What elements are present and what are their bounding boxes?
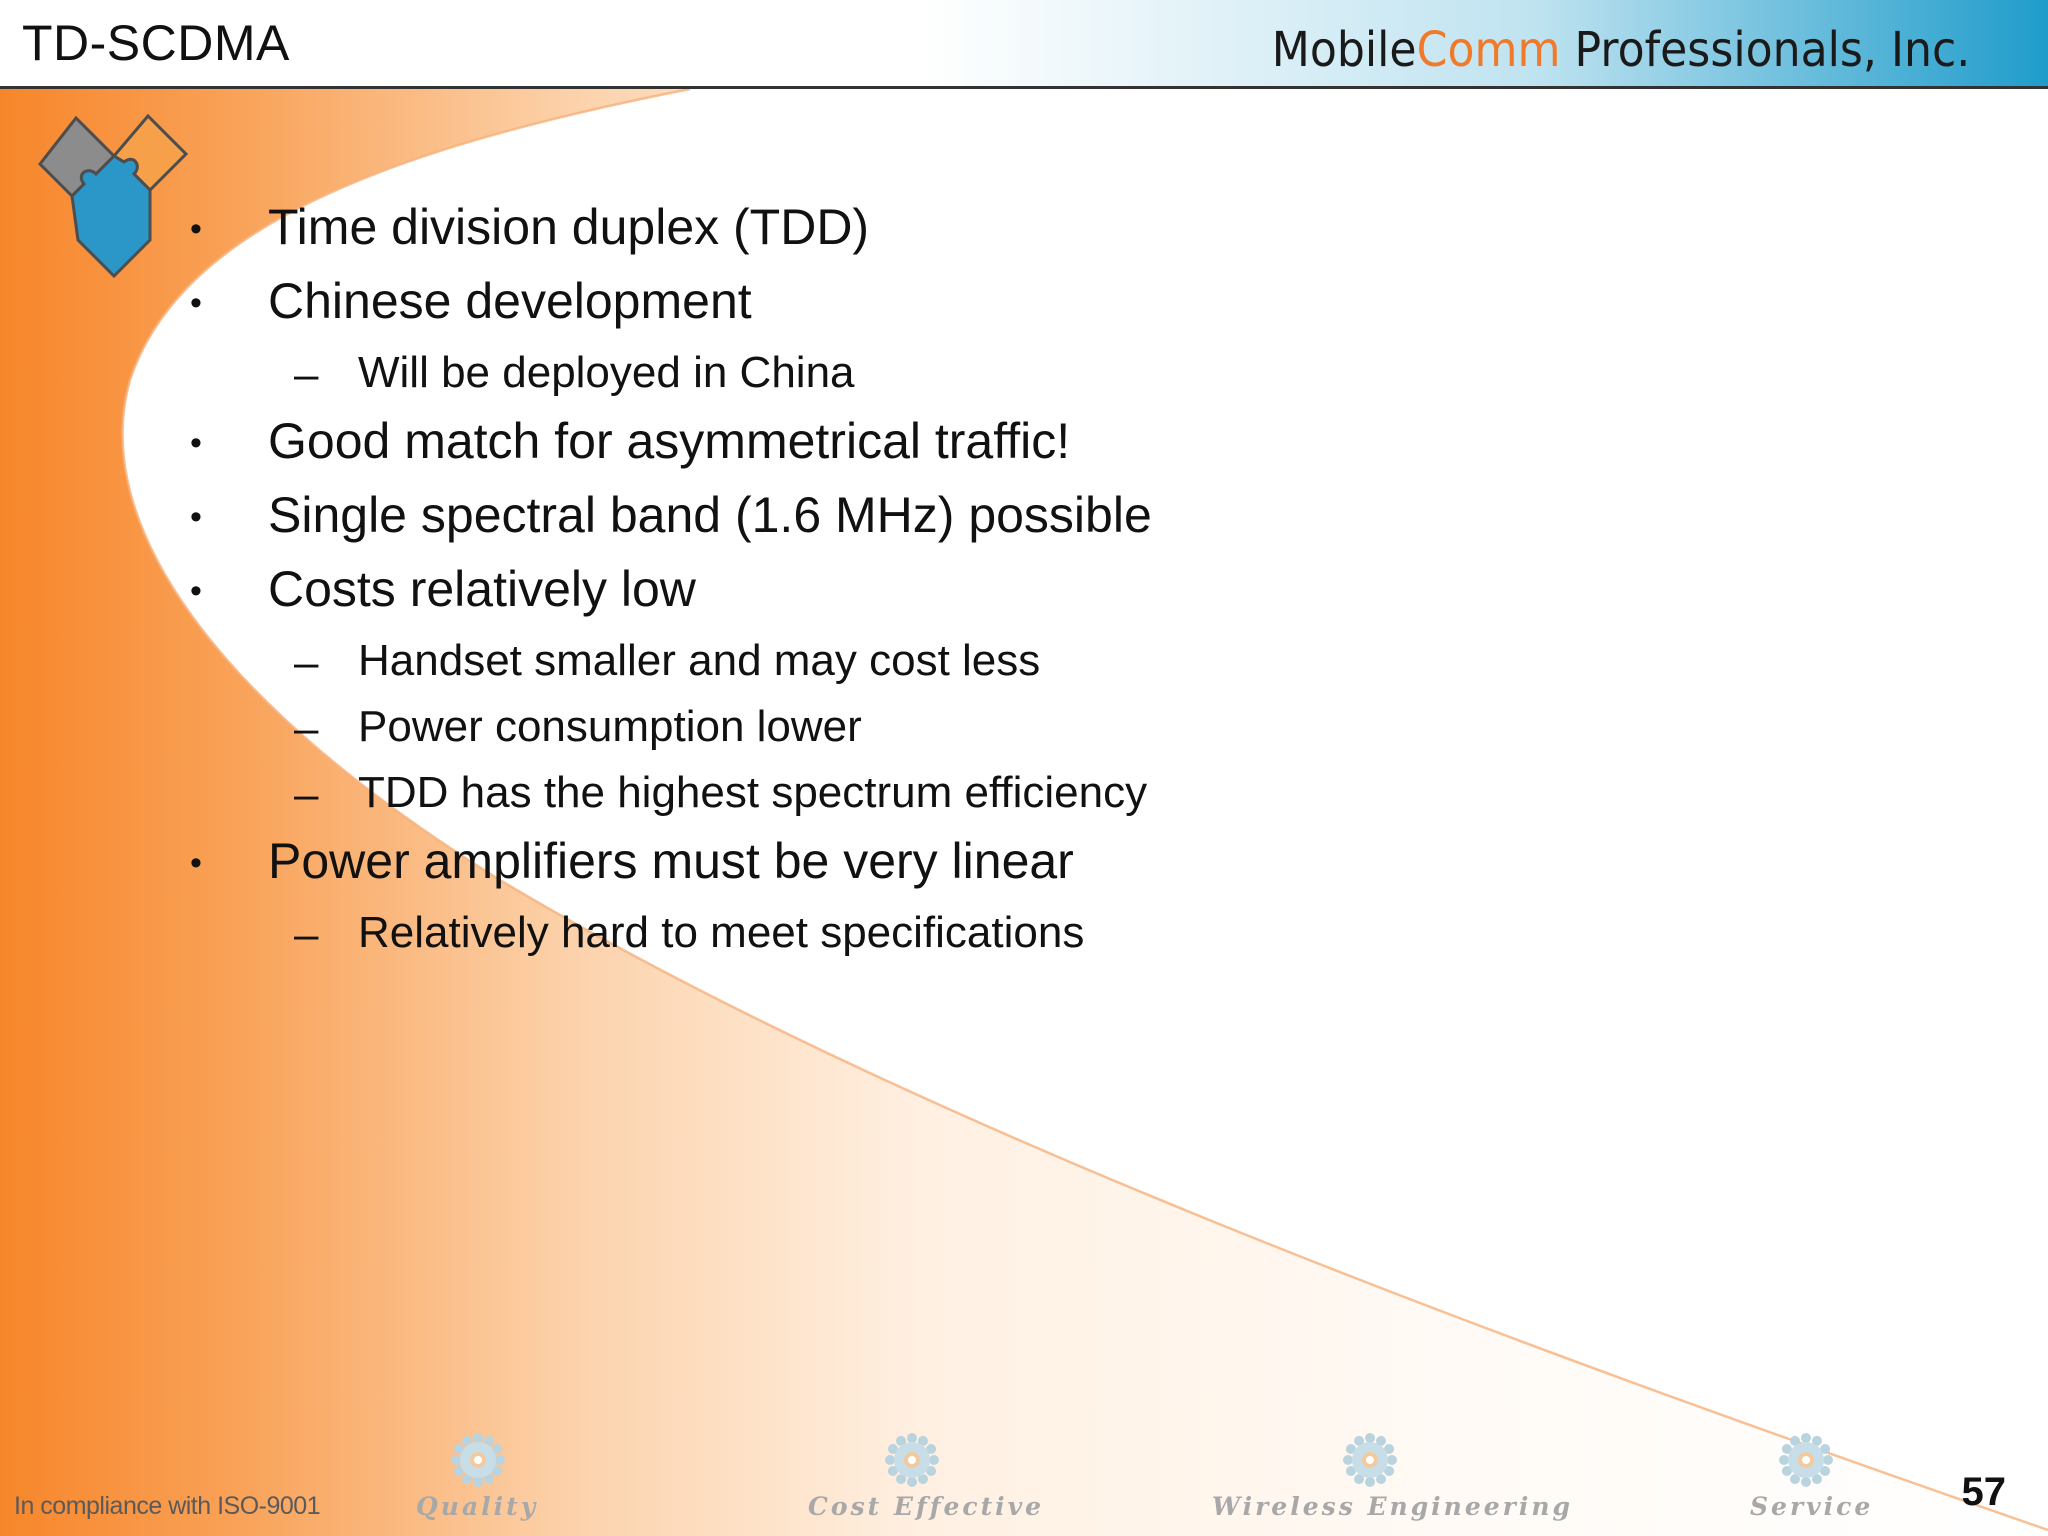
bullet-item: Good match for asymmetrical traffic! [268, 413, 1071, 469]
footer-value-label: Wireless Engineering [1212, 1492, 1573, 1521]
dash-marker: – [294, 770, 319, 819]
swoosh-edge [121, 87, 2048, 1532]
sub-bullet-item: Power consumption lower [358, 702, 862, 751]
bullet-marker: • [190, 424, 202, 462]
header-band [0, 0, 2048, 88]
bullet-marker: • [190, 498, 202, 536]
bullet-item: Time division duplex (TDD) [268, 199, 870, 255]
footer-value-label: Service [1750, 1492, 1874, 1521]
dash-marker: – [294, 910, 319, 959]
sub-bullet-item: Will be deployed in China [358, 348, 855, 397]
footer-value-label: Cost Effective [808, 1492, 1045, 1521]
slide-title: TD-SCDMA [22, 15, 290, 71]
page-number: 57 [1961, 1470, 2007, 1514]
footer-value-label: Quality [416, 1492, 539, 1521]
sub-bullet-item: Handset smaller and may cost less [358, 636, 1041, 685]
gear-icon [885, 1433, 939, 1487]
dash-marker: – [294, 638, 319, 687]
bullet-item: Costs relatively low [268, 561, 696, 617]
orange-swoosh [0, 89, 2048, 1536]
bullet-marker: • [190, 210, 202, 248]
bullet-item: Power amplifiers must be very linear [268, 833, 1074, 889]
header-divider [0, 86, 2048, 89]
puzzle-heart-logo-icon [38, 113, 189, 279]
dash-marker: – [294, 704, 319, 753]
company-name-accent: Comm [1416, 22, 1561, 78]
company-name: MobileComm Professionals, Inc. [1271, 22, 1970, 78]
bullet-marker: • [190, 844, 202, 882]
gear-icon [1779, 1433, 1833, 1487]
dash-marker: – [294, 350, 319, 399]
bullet-marker: • [190, 572, 202, 610]
sub-bullet-item: TDD has the highest spectrum efficiency [358, 768, 1148, 817]
company-name-part: Mobile [1271, 22, 1417, 78]
company-name-part: Professionals, Inc. [1560, 22, 1970, 78]
bullet-marker: • [190, 284, 202, 322]
bullet-item: Chinese development [268, 273, 752, 329]
sub-bullet-item: Relatively hard to meet specifications [358, 908, 1085, 957]
iso-compliance-text: In compliance with ISO-9001 [14, 1492, 321, 1520]
bullet-item: Single spectral band (1.6 MHz) possible [268, 487, 1152, 543]
gear-icon [451, 1433, 505, 1487]
gear-icon [1343, 1433, 1397, 1487]
